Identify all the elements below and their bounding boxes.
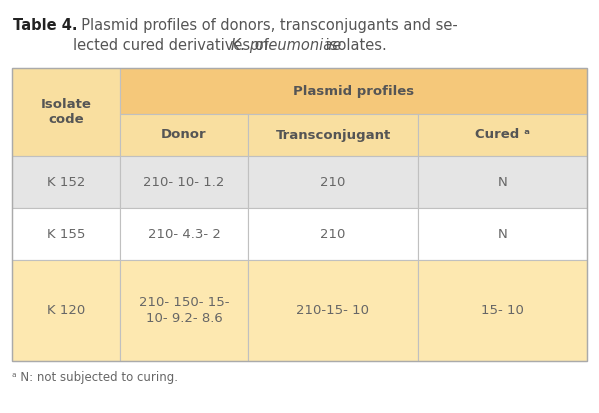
Text: K 152: K 152 [47,176,85,188]
Text: ᵃ N: not subjected to curing.: ᵃ N: not subjected to curing. [12,370,178,384]
Text: 210: 210 [320,176,346,188]
Bar [248,208,418,260]
Text: Transconjugant: Transconjugant [276,128,391,142]
Bar [12,208,120,260]
Text: K. pneumoniae: K. pneumoniae [231,38,341,53]
Bar [418,156,587,208]
Bar [248,156,418,208]
Text: 210-15- 10: 210-15- 10 [297,304,370,317]
Bar [120,68,587,114]
Text: Cured ᵃ: Cured ᵃ [475,128,530,142]
Bar [12,68,120,156]
Bar [418,208,587,260]
Text: Donor: Donor [161,128,207,142]
Text: Isolate
code: Isolate code [41,98,92,126]
Text: 210- 150- 15-
10- 9.2- 8.6: 210- 150- 15- 10- 9.2- 8.6 [139,297,229,325]
Bar [418,114,587,156]
Text: K 155: K 155 [47,228,85,240]
Text: N: N [498,176,507,188]
Text: Plasmid profiles: Plasmid profiles [293,85,414,97]
Text: Table 4.: Table 4. [13,18,77,33]
Text: 210- 4.3- 2: 210- 4.3- 2 [147,228,220,240]
Text: Plasmid profiles of donors, transconjugants and se-: Plasmid profiles of donors, transconjuga… [72,18,458,33]
Text: N: N [498,228,507,240]
Bar [120,260,248,361]
Text: lected cured derivatives of: lected cured derivatives of [73,38,273,53]
Bar [12,68,587,361]
Bar [418,260,587,361]
Bar [120,156,248,208]
Text: 15- 10: 15- 10 [481,304,524,317]
Bar [120,114,248,156]
Bar [248,260,418,361]
Bar [12,156,120,208]
Text: K 120: K 120 [47,304,85,317]
Text: 210: 210 [320,228,346,240]
Text: 210- 10- 1.2: 210- 10- 1.2 [143,176,225,188]
Bar [120,208,248,260]
Bar [248,114,418,156]
Text: isolates.: isolates. [321,38,387,53]
Bar [12,260,120,361]
